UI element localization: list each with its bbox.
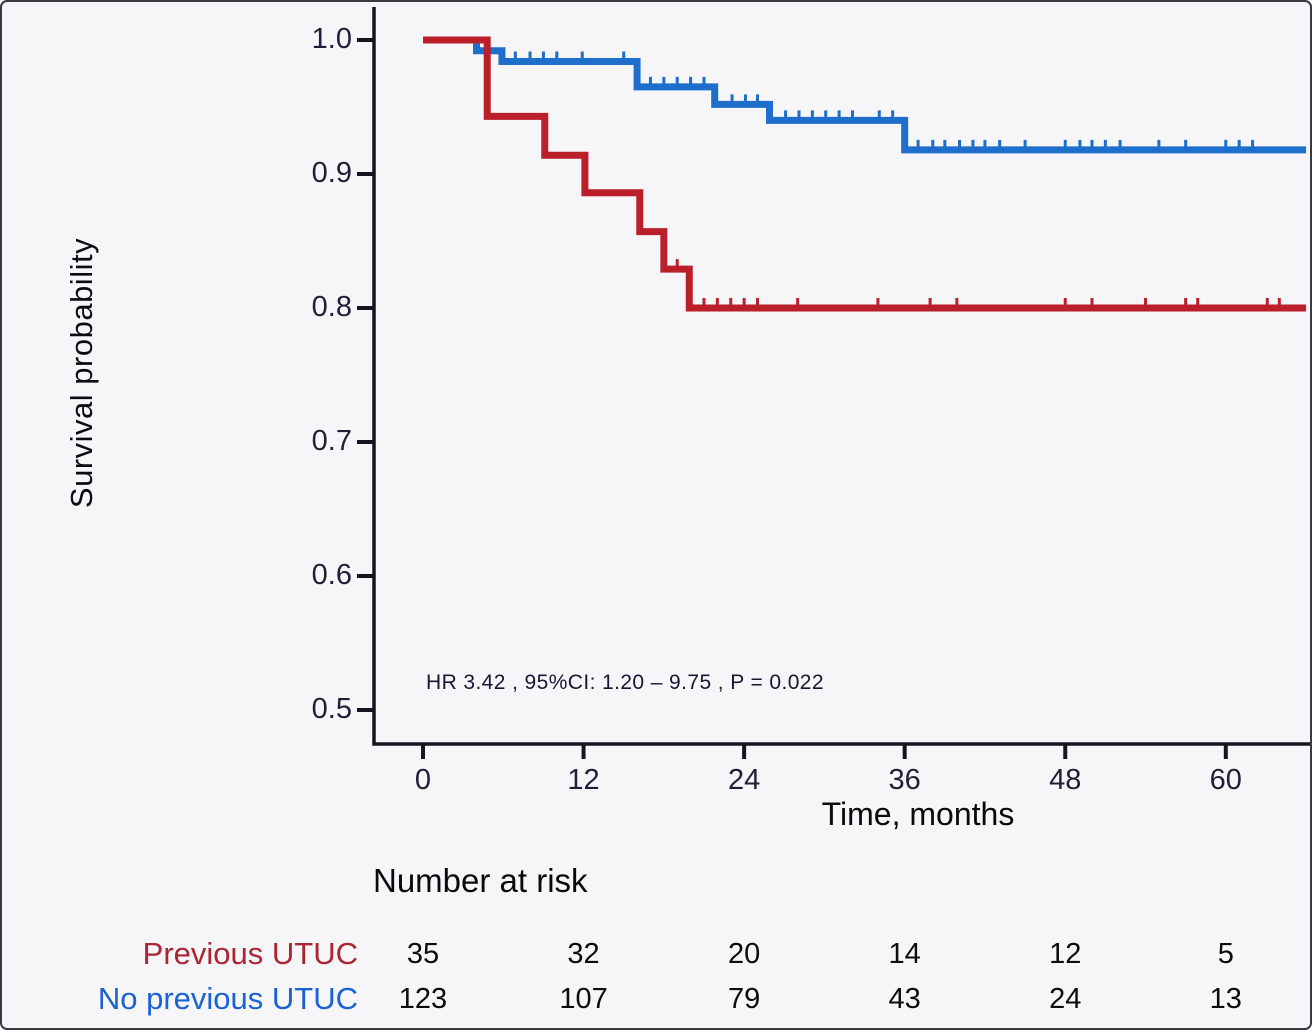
x-tick-label: 48 bbox=[1049, 764, 1082, 796]
risk-count: 13 bbox=[1209, 983, 1242, 1015]
risk-count: 24 bbox=[1049, 983, 1082, 1015]
x-tick-label: 0 bbox=[414, 764, 432, 796]
y-tick-label: 0.5 bbox=[311, 693, 352, 725]
y-tick-label: 1.0 bbox=[311, 23, 352, 55]
risk-count: 20 bbox=[727, 938, 761, 970]
x-axis-title: Time, months bbox=[821, 796, 1015, 832]
risk-table-title: Number at risk bbox=[373, 862, 588, 899]
risk-count: 5 bbox=[1217, 938, 1234, 970]
y-axis-title: Survival probability bbox=[64, 237, 99, 509]
axis-lines bbox=[372, 7, 1310, 746]
survival-curve-no-previous-utuc bbox=[423, 36, 1307, 154]
y-tick-label: 0.7 bbox=[311, 425, 352, 457]
x-tick-label: 60 bbox=[1209, 764, 1242, 796]
y-tick-label: 0.6 bbox=[311, 559, 352, 591]
x-tick-label: 36 bbox=[888, 764, 921, 796]
risk-count: 43 bbox=[888, 983, 921, 1015]
y-tick-label: 0.9 bbox=[311, 157, 352, 189]
x-tick-label: 24 bbox=[727, 764, 761, 796]
x-tick-label: 12 bbox=[567, 764, 600, 796]
survival-curve-previous-utuc bbox=[423, 36, 1307, 312]
risk-count: 79 bbox=[727, 983, 761, 1015]
risk-count: 123 bbox=[398, 983, 448, 1015]
risk-count: 32 bbox=[567, 938, 600, 970]
risk-row-label: No previous UTUC bbox=[97, 981, 358, 1016]
risk-count: 107 bbox=[559, 983, 608, 1015]
hr-annotation: HR 3.42 , 95%CI: 1.20 – 9.75 , P = 0.022 bbox=[426, 671, 824, 694]
risk-row-label: Previous UTUC bbox=[142, 936, 358, 971]
risk-count: 14 bbox=[888, 938, 921, 970]
risk-count: 35 bbox=[406, 938, 440, 970]
risk-count: 12 bbox=[1049, 938, 1082, 970]
y-tick-label: 0.8 bbox=[311, 291, 352, 323]
